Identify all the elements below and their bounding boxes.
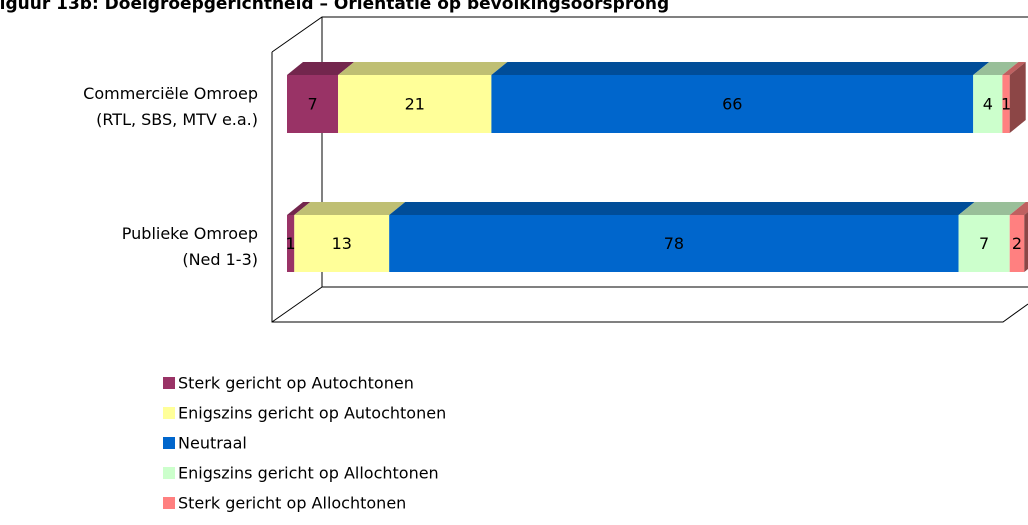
- bar-segment: [338, 75, 492, 133]
- y-tick-label-line: Publieke Omroep: [122, 224, 258, 243]
- y-tick-label-line: (RTL, SBS, MTV e.a.): [96, 110, 258, 129]
- bar-segment: [1009, 215, 1025, 272]
- bar-segment-side: [1024, 211, 1028, 272]
- bar-segment-top: [973, 62, 1019, 75]
- data-label: 78: [664, 234, 684, 253]
- bar-segment: [294, 215, 390, 272]
- data-label: 1: [1001, 95, 1011, 114]
- bar-segment: [287, 215, 295, 272]
- y-tick-label-line: Commerciële Omroep: [83, 84, 258, 103]
- legend-swatch: [163, 437, 175, 449]
- bar-segment: [958, 215, 1010, 272]
- data-label: 1: [286, 234, 296, 253]
- data-label: 7: [307, 95, 317, 114]
- bar-segment-top: [389, 202, 975, 215]
- bar-segment-top: [491, 62, 990, 75]
- legend-swatch: [163, 467, 175, 479]
- legend-label: Enigszins gericht op Allochtonen: [178, 464, 439, 483]
- bar-segment: [1002, 75, 1010, 133]
- bar-segment-top: [1009, 202, 1028, 215]
- legend-label: Enigszins gericht op Autochtonen: [178, 404, 446, 423]
- bar-segment: [973, 75, 1003, 133]
- data-label: 66: [722, 95, 742, 114]
- bar-segment-top: [287, 62, 355, 75]
- data-label: 2: [1012, 234, 1022, 253]
- legend-swatch: [163, 407, 175, 419]
- data-label: 13: [332, 234, 352, 253]
- legend-swatch: [163, 377, 175, 389]
- legend-label: Sterk gericht op Allochtonen: [178, 494, 406, 513]
- legend-label: Sterk gericht op Autochtonen: [178, 374, 414, 393]
- legend-swatch: [163, 497, 175, 509]
- data-label: 21: [405, 95, 425, 114]
- data-label: 7: [979, 234, 989, 253]
- y-tick-label: Commerciële Omroep (RTL, SBS, MTV e.a.): [83, 84, 258, 129]
- bar-segment-side: [1009, 62, 1026, 133]
- bar-segment: [491, 75, 974, 133]
- bar-segment-top: [287, 202, 311, 215]
- y-tick-label: Publieke Omroep (Ned 1-3): [122, 224, 258, 269]
- bar-segment-top: [338, 62, 508, 75]
- bar-segment-top: [294, 202, 406, 215]
- bar-segment: [287, 75, 339, 133]
- chart-title: Figuur 13b: Doelgroepgerichtheid – Oriën…: [0, 0, 669, 14]
- y-tick-label-line: (Ned 1-3): [182, 250, 258, 269]
- data-label: 4: [983, 95, 993, 114]
- bar-segment: [389, 215, 959, 272]
- legend-label: Neutraal: [178, 434, 247, 453]
- bar-segment-top: [958, 202, 1026, 215]
- bar-segment-top: [1002, 62, 1026, 75]
